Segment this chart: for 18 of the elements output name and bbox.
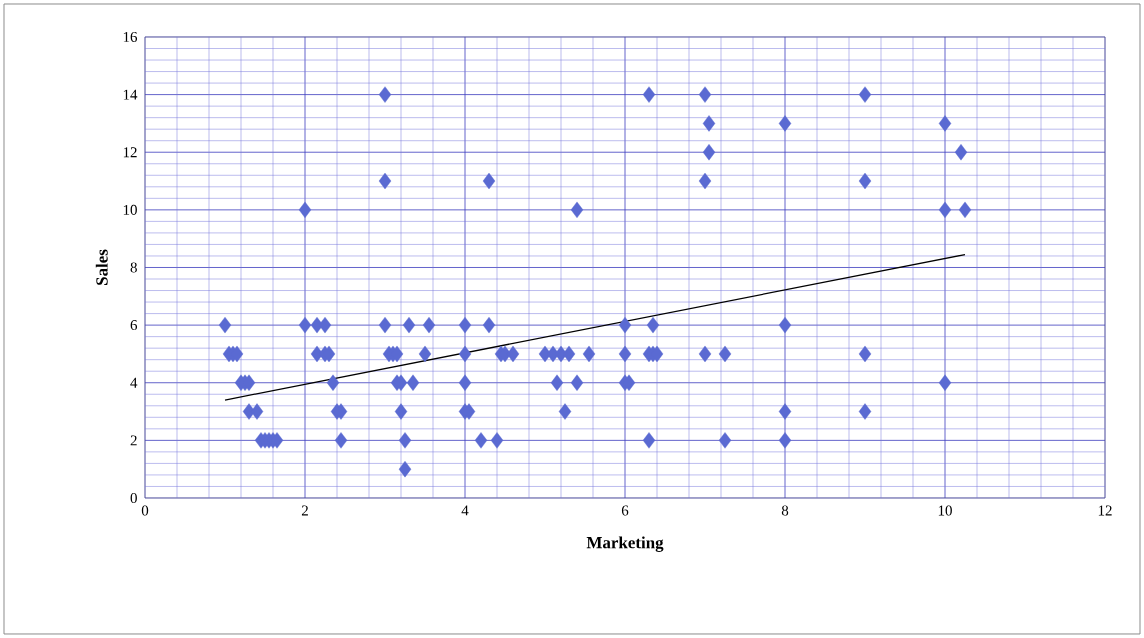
y-tick-label: 10 xyxy=(123,204,137,215)
y-tick-label: 12 xyxy=(123,147,137,158)
y-tick-label: 16 xyxy=(123,31,138,42)
x-tick-label: 6 xyxy=(621,505,629,516)
x-tick-label: 10 xyxy=(938,505,952,516)
x-tick-label: 0 xyxy=(141,505,149,516)
y-tick-label: 6 xyxy=(130,320,138,331)
y-tick-label: 14 xyxy=(123,89,138,100)
y-tick-label: 2 xyxy=(130,435,137,446)
x-tick-label: 12 xyxy=(1098,505,1112,516)
x-axis-title: Marketing xyxy=(586,536,664,552)
x-tick-label: 2 xyxy=(301,505,308,516)
x-tick-label: 4 xyxy=(461,505,469,516)
x-tick-label: 8 xyxy=(781,505,789,516)
y-tick-label: 0 xyxy=(130,492,137,504)
y-tick-label: 8 xyxy=(130,262,137,273)
y-tick-label: 4 xyxy=(130,377,138,388)
y-axis-title: Sales xyxy=(95,249,108,285)
